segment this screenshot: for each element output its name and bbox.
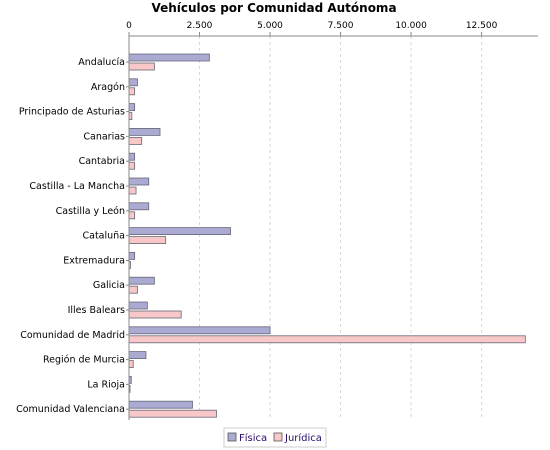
bar-fisica-castilla-y-leon	[128, 202, 150, 211]
category-label-castilla-y-leon: Castilla y León	[56, 206, 125, 217]
legend-label-juridica: Jurídica	[284, 432, 322, 444]
category-label-extremadura: Extremadura	[63, 255, 125, 266]
bar-fisica-comunidad-de-madrid	[128, 326, 271, 335]
bar-juridica-illes-balears	[128, 310, 182, 319]
category-label-castilla-la-mancha: Castilla - La Mancha	[29, 181, 125, 192]
category-label-galicia: Galicia	[93, 280, 125, 291]
category-label-comunidad-valenciana: Comunidad Valenciana	[16, 404, 125, 415]
category-label-region-de-murcia: Región de Murcia	[43, 355, 125, 366]
bar-fisica-comunidad-valenciana	[128, 400, 193, 409]
bar-fisica-canarias	[128, 127, 161, 136]
legend-swatch-fisica	[227, 432, 237, 442]
bar-fisica-cantabria	[128, 152, 136, 161]
plot-area	[128, 53, 526, 418]
legend: Física Jurídica	[223, 427, 327, 448]
bar-fisica-andalucia	[128, 53, 210, 62]
bar-juridica-region-de-murcia	[128, 360, 134, 369]
bar-juridica-cataluna	[128, 236, 167, 245]
bar-juridica-castilla-y-leon	[128, 211, 136, 220]
category-label-cataluna: Cataluña	[82, 231, 125, 242]
legend-swatch-juridica	[273, 432, 283, 442]
bar-juridica-cantabria	[128, 161, 136, 170]
x-tick-label: 5.000	[257, 21, 283, 31]
chart-title: Vehículos por Comunidad Autónoma	[151, 1, 396, 15]
category-label-la-rioja: La Rioja	[87, 379, 125, 390]
bar-fisica-illes-balears	[128, 301, 148, 310]
y-axis: Andalucía Aragón Principado de Asturias Can…	[16, 57, 129, 415]
x-tick-label: 10.000	[395, 21, 427, 31]
bar-juridica-comunidad-de-madrid	[128, 335, 526, 344]
x-tick-label: 0	[126, 21, 132, 31]
category-label-andalucia: Andalucía	[78, 57, 125, 68]
x-tick-label: 2.500	[187, 21, 213, 31]
x-tick-label: 7.500	[328, 21, 354, 31]
bar-fisica-principado-de-asturias	[128, 103, 136, 111]
bar-fisica-region-de-murcia	[128, 351, 147, 360]
bar-fisica-extremadura	[128, 251, 136, 260]
category-label-illes-balears: Illes Balears	[68, 305, 125, 316]
x-tick-label: 12.500	[466, 21, 498, 31]
category-label-cantabria: Cantabria	[79, 156, 125, 167]
bar-juridica-andalucia	[128, 62, 155, 71]
bar-fisica-cataluna	[128, 227, 231, 236]
legend-label-fisica: Física	[239, 432, 267, 444]
category-label-aragon: Aragón	[91, 82, 125, 93]
bar-fisica-aragon	[128, 78, 138, 87]
category-label-principado-de-asturias: Principado de Asturias	[19, 107, 125, 118]
x-axis: 0 2.500 5.000 7.500 10.000 12.500	[126, 21, 498, 36]
bar-juridica-comunidad-valenciana	[128, 409, 217, 418]
bar-juridica-aragon	[128, 87, 136, 96]
bar-fisica-castilla-la-mancha	[128, 177, 150, 186]
gridlines	[199, 36, 483, 420]
bar-fisica-galicia	[128, 276, 155, 285]
category-label-canarias: Canarias	[83, 131, 125, 142]
category-label-comunidad-de-madrid: Comunidad de Madrid	[20, 330, 125, 341]
bar-juridica-canarias	[128, 136, 143, 145]
bar-juridica-galicia	[128, 285, 138, 294]
bar-juridica-castilla-la-mancha	[128, 186, 137, 195]
